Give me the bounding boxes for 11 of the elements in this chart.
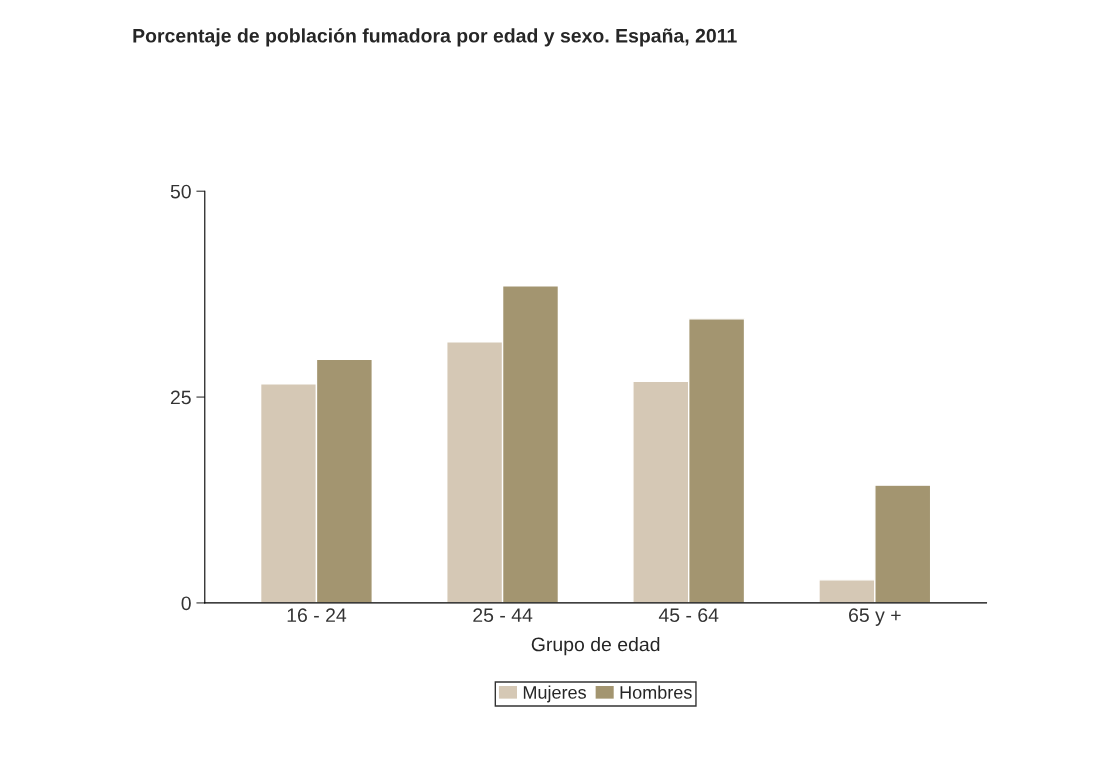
chart-title: Porcentaje de población fumadora por edad y sexo. España, 2011	[133, 28, 737, 47]
x-axis-title: Grupo de edad	[531, 637, 660, 656]
x-tick-label: 65 y +	[849, 608, 901, 626]
x-tick-label: 45 - 64	[658, 608, 719, 623]
y-tick-label: 50	[170, 184, 191, 199]
legend-label: Mujeres	[523, 685, 586, 703]
y-tick-label: 0	[181, 596, 191, 611]
x-tick-label: 16 - 24	[287, 608, 347, 623]
x-tick-label: 25 - 44	[473, 608, 533, 623]
y-tick-label: 25	[170, 390, 191, 405]
legend-label: Hombres	[620, 685, 692, 699]
